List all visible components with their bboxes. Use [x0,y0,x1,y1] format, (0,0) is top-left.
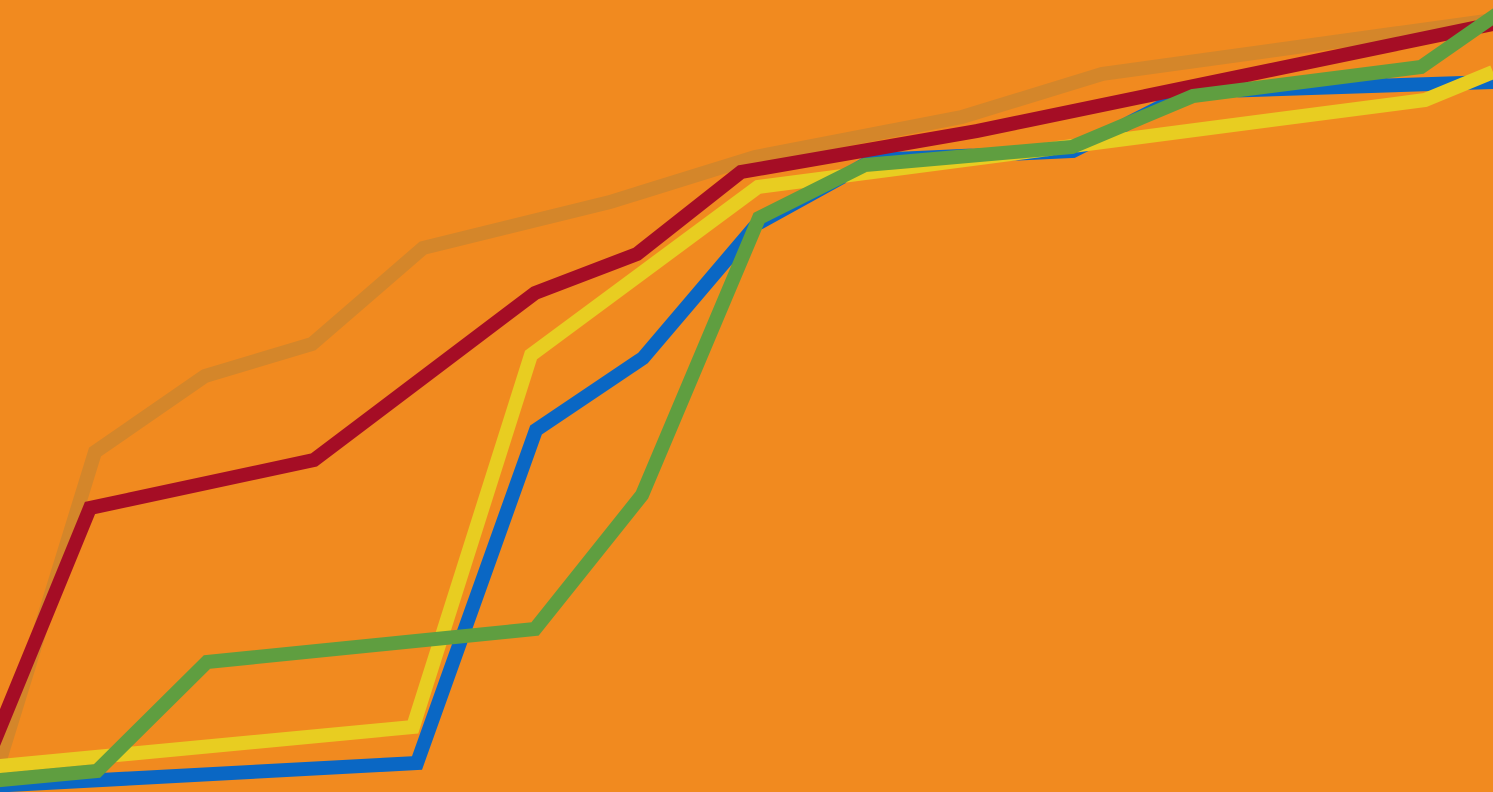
stripe-faint-brown [0,13,1493,784]
stripe-dark-red [0,17,1493,747]
stripe-green [0,8,1493,788]
stripe-yellow [0,65,1493,774]
